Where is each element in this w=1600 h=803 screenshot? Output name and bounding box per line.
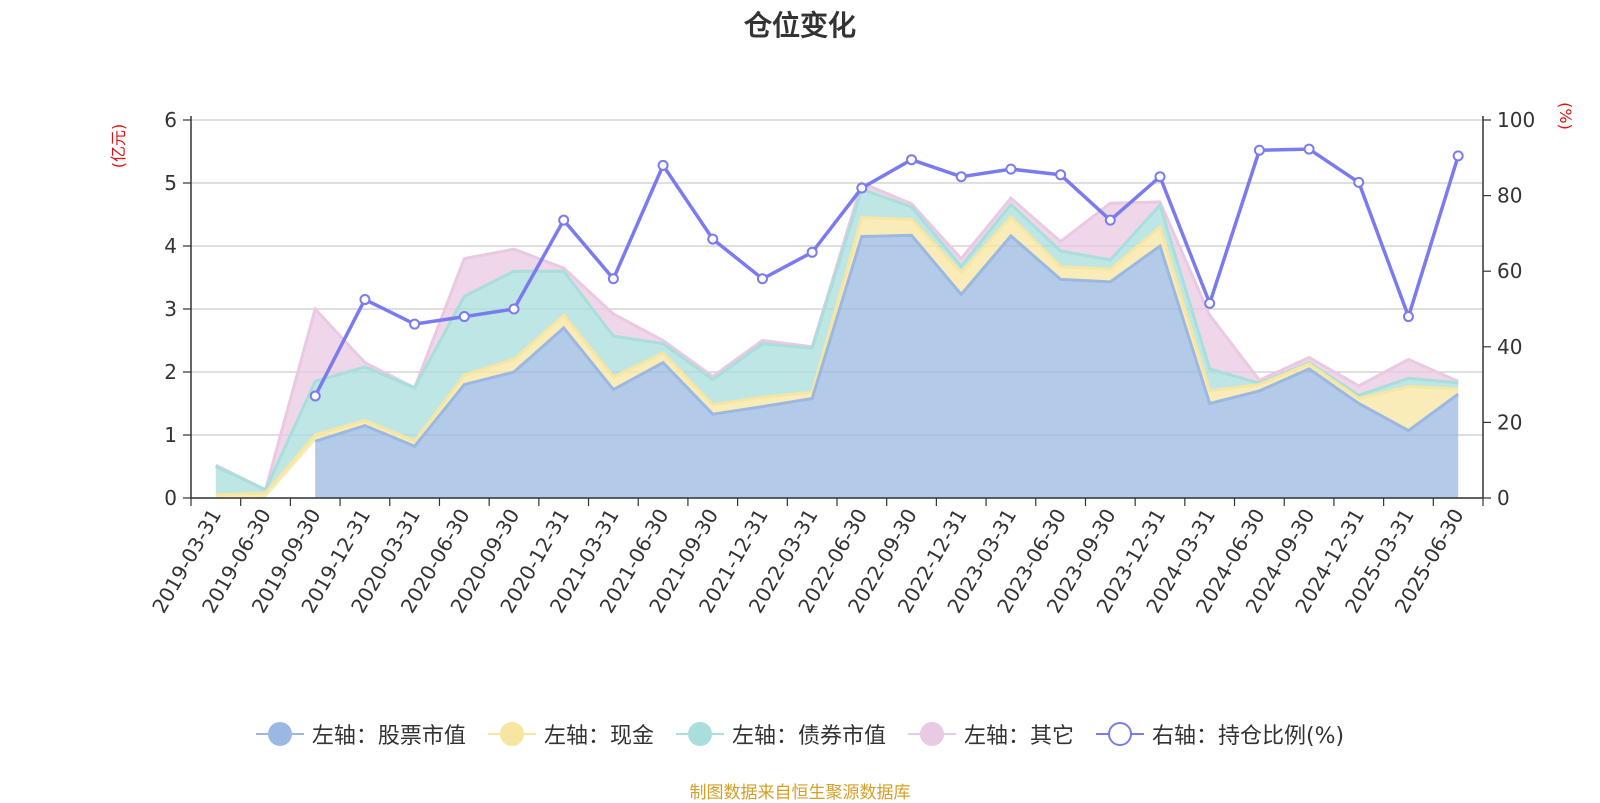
holding-ratio-point — [806, 246, 818, 258]
area-2 — [215, 189, 1459, 495]
right-axis-unit: (%) — [1556, 102, 1575, 130]
legend-swatch-icon — [907, 720, 956, 748]
legend-swatch-icon — [487, 720, 536, 748]
legend-label: 左轴：其它 — [963, 724, 1074, 749]
legend-label: 左轴：股票市值 — [311, 724, 466, 749]
holding-ratio-point — [1055, 169, 1067, 181]
right-tick-label: 100 — [1497, 108, 1535, 132]
holding-ratio-point — [1402, 311, 1414, 323]
holding-ratio-point — [1005, 163, 1017, 175]
holding-ratio-line — [313, 147, 1460, 397]
legend-item[interactable]: 左轴：股票市值 — [255, 718, 466, 750]
left-axis-unit: (亿元) — [109, 124, 128, 169]
holding-ratio-point — [906, 154, 918, 166]
left-tick-label: 5 — [164, 171, 177, 195]
area-3 — [215, 183, 1459, 490]
holding-ratio-point — [607, 273, 619, 285]
legend-item[interactable]: 左轴：现金 — [487, 718, 654, 750]
legend: 左轴：股票市值 左轴：现金 左轴：债券市值 左轴：其它 右轴：持仓比例(%) — [0, 718, 1600, 750]
holding-ratio-point — [1353, 176, 1365, 188]
holding-ratio-point — [657, 159, 669, 171]
left-tick-label: 0 — [164, 486, 177, 510]
right-tick-label: 20 — [1497, 410, 1522, 434]
legend-label: 左轴：债券市值 — [731, 724, 886, 749]
holding-ratio-point — [756, 273, 768, 285]
legend-swatch-icon — [675, 720, 724, 748]
legend-swatch-icon — [255, 720, 304, 748]
holding-ratio-point — [558, 214, 570, 226]
right-tick-label: 40 — [1497, 335, 1522, 359]
holding-ratio-point — [1303, 143, 1315, 155]
holding-ratio-point — [1104, 214, 1116, 226]
legend-label: 右轴：持仓比例(%) — [1151, 724, 1345, 749]
holding-ratio-point — [707, 233, 719, 245]
chart-plot: 0123456020406080100(亿元)(%)2019-03-312019… — [109, 102, 1575, 617]
holding-ratio-point — [409, 318, 421, 330]
legend-item[interactable]: 左轴：其它 — [907, 718, 1074, 750]
holding-ratio-point — [1253, 144, 1265, 156]
source-footer: 制图数据来自恒生聚源数据库 — [689, 783, 911, 803]
area-edge-2 — [215, 187, 1459, 492]
left-tick-label: 1 — [164, 423, 177, 447]
left-tick-label: 2 — [164, 360, 177, 384]
legend-item[interactable]: 右轴：持仓比例(%) — [1095, 718, 1345, 750]
holding-ratio-point — [856, 182, 868, 194]
area-edge-1 — [215, 214, 1459, 497]
holding-ratio-point — [458, 311, 470, 323]
holding-ratio-point — [1154, 171, 1166, 183]
right-tick-label: 0 — [1497, 486, 1510, 510]
legend-label: 左轴：现金 — [543, 724, 654, 749]
area-edge-0 — [314, 233, 1460, 449]
holding-ratio-point — [1204, 297, 1216, 309]
holding-ratio-point — [508, 303, 520, 315]
holding-ratio-point — [1452, 150, 1464, 162]
left-tick-label: 6 — [164, 108, 177, 132]
right-tick-label: 80 — [1497, 184, 1522, 208]
holding-ratio-point — [359, 294, 371, 306]
holding-ratio-point — [309, 390, 321, 402]
legend-swatch-icon — [1095, 720, 1144, 748]
left-tick-label: 4 — [164, 234, 177, 258]
holding-ratio-point — [955, 171, 967, 183]
left-tick-label: 3 — [164, 297, 177, 321]
legend-item[interactable]: 左轴：债券市值 — [675, 718, 886, 750]
right-tick-label: 60 — [1497, 259, 1522, 283]
area-0 — [315, 235, 1459, 499]
chart-title: 仓位变化 — [743, 9, 856, 42]
